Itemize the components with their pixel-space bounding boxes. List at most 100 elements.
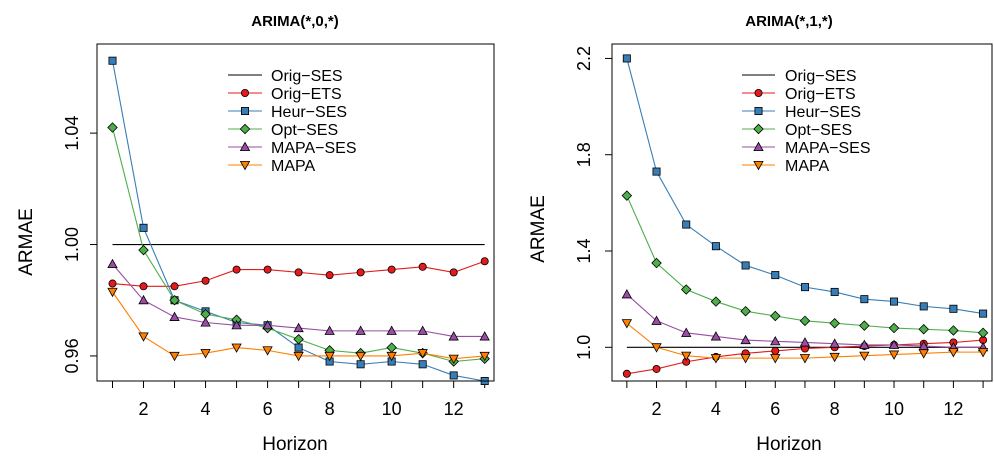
data-point <box>107 122 118 133</box>
legend-entry: Opt−SES <box>785 122 852 139</box>
data-point <box>799 337 811 347</box>
y-tick-label: 1.0 <box>574 335 594 360</box>
series-layer <box>107 56 490 385</box>
data-point <box>418 262 427 271</box>
data-point <box>139 223 148 232</box>
legend: Orig−SESOrig−ETSHeur−SESOpt−SESMAPA−SESM… <box>228 68 357 175</box>
data-point <box>294 268 303 277</box>
data-point <box>977 327 989 339</box>
legend-entry: MAPA <box>785 158 829 175</box>
data-point <box>417 325 428 335</box>
data-point <box>621 319 633 329</box>
x-axis-label: Horizon <box>756 434 821 455</box>
series-layer <box>621 54 989 378</box>
legend-marker <box>753 141 764 152</box>
data-point <box>449 371 458 380</box>
data-point <box>293 333 304 345</box>
data-point <box>169 311 180 321</box>
data-point <box>449 268 458 277</box>
data-point <box>770 354 781 364</box>
data-point <box>294 343 303 352</box>
data-point <box>263 265 272 274</box>
legend-marker <box>239 160 251 171</box>
data-point <box>799 315 811 327</box>
data-point <box>710 331 722 341</box>
data-point <box>652 364 661 373</box>
data-point <box>418 360 427 369</box>
chart-title: ARIMA(*,0,*) <box>251 13 339 30</box>
x-tick-label: 6 <box>263 399 273 419</box>
legend-marker <box>753 123 764 135</box>
legend-marker <box>754 107 763 116</box>
chart-panel-arima-0: ARIMA(*,0,*) Horizon ARMAE 2 4 6 8 10 12 0.96… <box>16 13 495 455</box>
plot-frame <box>611 43 993 382</box>
data-point <box>979 309 988 318</box>
data-point <box>771 346 780 355</box>
data-point <box>740 334 751 345</box>
data-point <box>355 325 366 335</box>
data-point <box>138 294 149 305</box>
data-point <box>651 315 662 325</box>
series-orig-ets <box>108 257 489 291</box>
data-point <box>890 297 899 306</box>
data-point <box>386 325 397 335</box>
data-point <box>859 320 870 331</box>
legend-entry: Orig−ETS <box>271 86 342 103</box>
data-point <box>293 322 304 333</box>
data-point <box>681 351 692 362</box>
y-tick-label: 1.04 <box>62 116 82 151</box>
y-tick-label: 1.4 <box>574 238 594 263</box>
series-line <box>626 195 984 334</box>
data-point <box>386 342 397 353</box>
data-point <box>682 220 691 229</box>
data-point <box>830 287 839 296</box>
data-point <box>387 265 396 274</box>
x-tick-label: 10 <box>884 399 904 419</box>
data-point <box>201 276 210 285</box>
data-point <box>138 332 149 342</box>
data-point <box>231 343 242 353</box>
data-point <box>479 331 490 341</box>
legend-marker <box>240 107 249 116</box>
legend-marker <box>239 123 251 135</box>
data-point <box>108 56 117 65</box>
data-point <box>139 282 148 291</box>
x-tick-label: 6 <box>770 399 780 419</box>
data-point <box>918 349 929 359</box>
legend-entry: Heur−SES <box>271 104 347 121</box>
data-point <box>799 354 811 364</box>
x-tick-label: 12 <box>943 399 963 419</box>
data-point <box>621 289 633 299</box>
data-point <box>324 351 335 362</box>
legend-entry: Orig−SES <box>785 68 857 85</box>
data-point <box>710 354 722 364</box>
legend-entry: Orig−SES <box>271 68 343 85</box>
chart-panel-arima-1: ARIMA(*,1,*) Horizon ARMAE 2 4 6 8 10 12 1.01… <box>528 13 993 455</box>
data-point <box>652 167 661 176</box>
legend-entry: Opt−SES <box>271 122 338 139</box>
x-tick-label: 10 <box>382 399 402 419</box>
data-point <box>231 319 242 330</box>
x-tick-label: 2 <box>652 399 662 419</box>
data-point <box>169 294 180 306</box>
data-point <box>860 295 869 304</box>
legend-entry: MAPA−SES <box>785 140 871 157</box>
data-point <box>356 268 365 277</box>
x-axis-ticks: 2 4 6 8 10 12 <box>626 381 984 419</box>
data-point <box>977 348 989 358</box>
data-point <box>293 351 304 362</box>
data-point <box>741 261 750 270</box>
data-point <box>680 284 692 295</box>
data-point <box>107 258 118 269</box>
data-point <box>417 349 428 359</box>
data-point <box>771 271 780 280</box>
data-point <box>262 346 273 356</box>
data-point <box>200 317 211 327</box>
data-point <box>888 339 900 349</box>
data-point <box>262 319 273 330</box>
legend-entry: MAPA <box>271 158 315 175</box>
series-mapa-ses <box>621 289 989 352</box>
data-point <box>386 351 397 362</box>
x-tick-label: 8 <box>325 399 335 419</box>
